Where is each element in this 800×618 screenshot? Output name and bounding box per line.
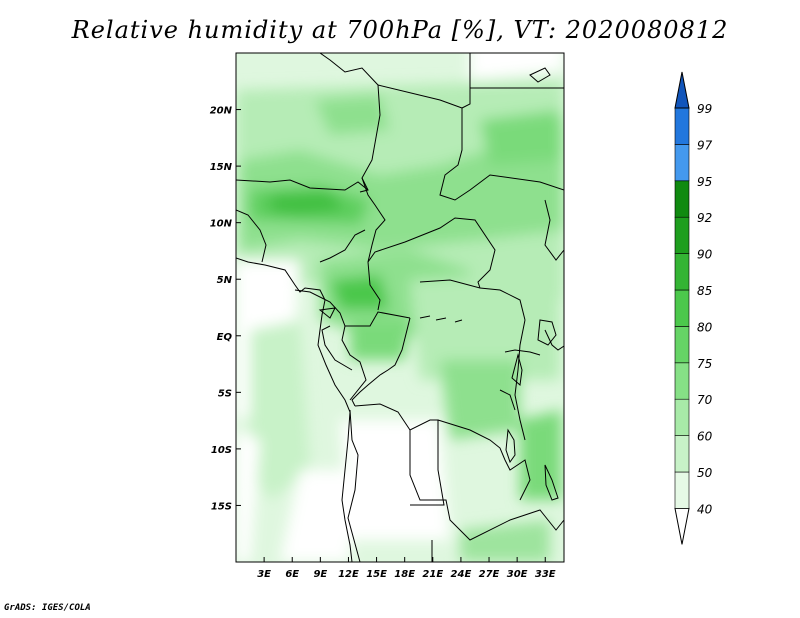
colorbar-segment [674,471,690,509]
country-borders [236,53,564,562]
lon-tick-label: 6E [285,569,299,580]
colorbar-label: 75 [697,357,712,371]
lat-tick-label: 15S [211,501,232,512]
lon-tick-label: 27E [479,569,500,580]
lat-tick-label: EQ [217,332,233,343]
colorbar-segment [674,289,690,327]
colorbar-segment [674,71,690,109]
colorbar-segment [674,398,690,436]
colorbar-segment [674,362,690,400]
lat-tick-label: 10N [210,219,233,230]
colorbar-label: 80 [697,320,713,334]
grads-credit: GrADS: IGES/COLA [4,603,91,613]
latitude-axis: 20N 15N 10N 5N EQ 5S 10S 15S [210,106,241,512]
lat-tick-label: 15N [210,162,233,173]
colorbar-segment [674,216,690,254]
colorbar-label: 90 [697,248,713,262]
colorbar-label: 92 [697,211,712,225]
colorbar-segment [674,107,690,145]
lat-tick-label: 5N [217,275,233,286]
longitude-axis: 3E 6E 9E 12E 15E 18E 21E 24E 27E 30E 33E [257,557,556,580]
colorbar-label: 70 [697,393,713,407]
colorbar-label: 85 [697,284,712,298]
colorbar-label: 50 [697,466,713,480]
lon-tick-label: 33E [535,569,556,580]
lon-tick-label: 24E [451,569,472,580]
lon-tick-label: 12E [338,569,359,580]
lon-tick-label: 21E [422,569,443,580]
colorbar-segment [674,253,690,291]
colorbar-segment [674,144,690,182]
lat-tick-label: 5S [218,388,232,399]
colorbar-segment [674,180,690,218]
lon-tick-label: 3E [257,569,271,580]
lon-tick-label: 30E [507,569,528,580]
colorbar-label: 99 [697,102,712,116]
colorbar-label: 97 [697,138,713,152]
map-title: Relative humidity at 700hPa [%], VT: 202… [71,16,729,44]
colorbar-label: 60 [697,430,713,444]
lon-tick-label: 15E [366,569,387,580]
lat-tick-label: 20N [210,106,233,117]
coastline [236,67,559,562]
colorbar-segment [674,435,690,473]
lon-tick-label: 18E [394,569,415,580]
colorbar-segment [674,507,690,545]
colorbar: 40 50 60 70 75 80 85 90 92 95 97 99 [674,71,713,545]
colorbar-segment [674,326,690,364]
map-frame [235,52,565,563]
colorbar-label: 95 [697,175,712,189]
colorbar-label: 40 [697,502,713,516]
humidity-field [236,53,564,562]
lat-tick-label: 10S [211,445,232,456]
lon-tick-label: 9E [313,569,327,580]
